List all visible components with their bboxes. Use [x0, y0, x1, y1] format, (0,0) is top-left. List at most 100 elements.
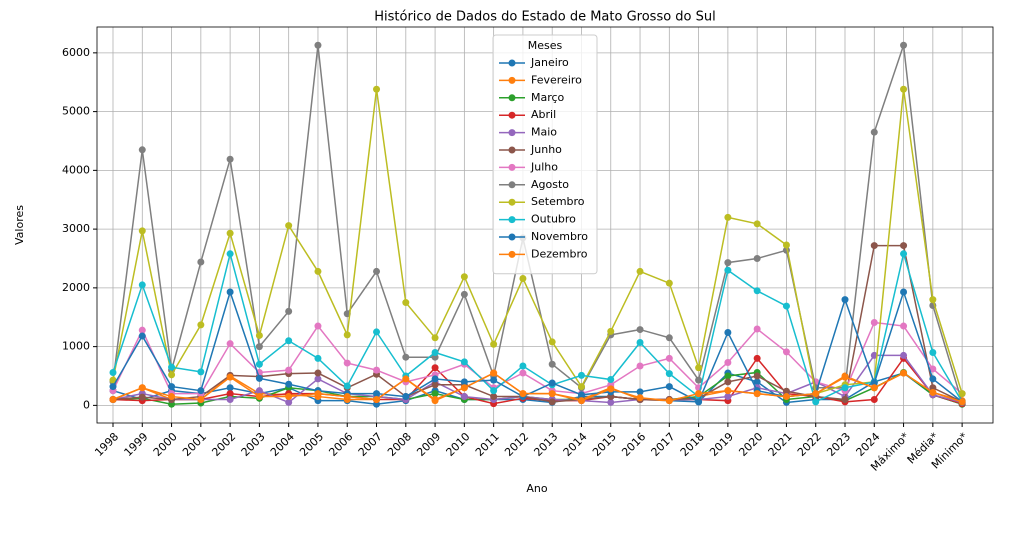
legend-label: Março [531, 91, 565, 104]
data-point [636, 267, 644, 275]
data-point [431, 381, 439, 389]
y-tick-label: 3000 [62, 222, 90, 235]
legend-marker [508, 111, 516, 119]
plot-frame [96, 26, 994, 424]
data-point [255, 393, 263, 401]
data-point [226, 250, 234, 258]
data-point [636, 326, 644, 334]
data-point [929, 296, 937, 304]
chart-title: Histórico de Dados do Estado de Mato Gro… [374, 10, 716, 25]
data-point [109, 368, 117, 376]
data-point [490, 387, 498, 395]
data-point [841, 395, 849, 403]
data-point [226, 288, 234, 296]
legend-marker [508, 163, 516, 171]
data-point [724, 372, 732, 380]
data-point [665, 279, 673, 287]
data-point [431, 334, 439, 342]
y-tick-label: 0 [83, 398, 90, 411]
legend-marker [508, 129, 516, 137]
x-axis-label: Ano [526, 482, 547, 495]
y-tick-label: 5000 [62, 105, 90, 118]
legend-marker [508, 59, 516, 67]
data-point [900, 85, 908, 93]
data-point [343, 393, 351, 401]
data-point [168, 383, 176, 391]
data-point [109, 383, 117, 391]
data-point [226, 155, 234, 163]
data-point [607, 385, 615, 393]
legend-label: Abril [531, 108, 556, 121]
data-point [285, 380, 293, 388]
data-point [841, 384, 849, 392]
y-tick-label: 6000 [62, 46, 90, 59]
data-point [314, 369, 322, 377]
data-point [431, 364, 439, 372]
data-point [490, 393, 498, 401]
data-point [197, 387, 205, 395]
data-point [900, 351, 908, 359]
data-point [782, 387, 790, 395]
data-point [460, 393, 468, 401]
data-point [285, 307, 293, 315]
legend-label: Maio [531, 126, 557, 139]
data-point [402, 375, 410, 383]
data-point [314, 375, 322, 383]
data-point [753, 325, 761, 333]
data-point [753, 220, 761, 228]
data-point [636, 339, 644, 347]
data-point [255, 343, 263, 351]
legend-label: Fevereiro [531, 73, 582, 86]
data-point [900, 41, 908, 49]
data-point [138, 146, 146, 154]
data-point [724, 358, 732, 366]
data-point [314, 41, 322, 49]
data-point [255, 374, 263, 382]
data-point [168, 371, 176, 379]
data-point [812, 390, 820, 398]
data-point [460, 378, 468, 386]
data-point [695, 398, 703, 406]
data-point [519, 274, 527, 282]
data-point [343, 359, 351, 367]
data-point [285, 393, 293, 401]
data-point [753, 254, 761, 262]
data-point [343, 382, 351, 390]
data-point [753, 390, 761, 398]
data-point [343, 331, 351, 339]
data-point [138, 227, 146, 235]
data-point [285, 366, 293, 374]
data-point [724, 259, 732, 267]
data-point [168, 393, 176, 401]
data-point [373, 267, 381, 275]
data-point [636, 362, 644, 370]
data-point [314, 390, 322, 398]
data-point [782, 348, 790, 356]
series-line [112, 44, 963, 403]
data-point [870, 242, 878, 250]
data-point [519, 362, 527, 370]
data-point [753, 354, 761, 362]
data-point [431, 375, 439, 383]
data-point [870, 319, 878, 327]
data-point [373, 366, 381, 374]
data-point [636, 388, 644, 396]
data-point [314, 322, 322, 330]
data-point [226, 373, 234, 381]
legend-label: Julho [530, 160, 558, 173]
series-line [112, 321, 963, 395]
data-point [226, 390, 234, 398]
data-point [782, 393, 790, 401]
data-point [226, 229, 234, 237]
data-point [431, 348, 439, 356]
data-point [548, 390, 556, 398]
data-point [900, 322, 908, 330]
y-tick-label: 2000 [62, 281, 90, 294]
data-point [460, 290, 468, 298]
data-point [255, 331, 263, 339]
legend-title: Meses [528, 39, 563, 52]
series-line [112, 354, 963, 404]
data-point [402, 353, 410, 361]
data-point [665, 334, 673, 342]
